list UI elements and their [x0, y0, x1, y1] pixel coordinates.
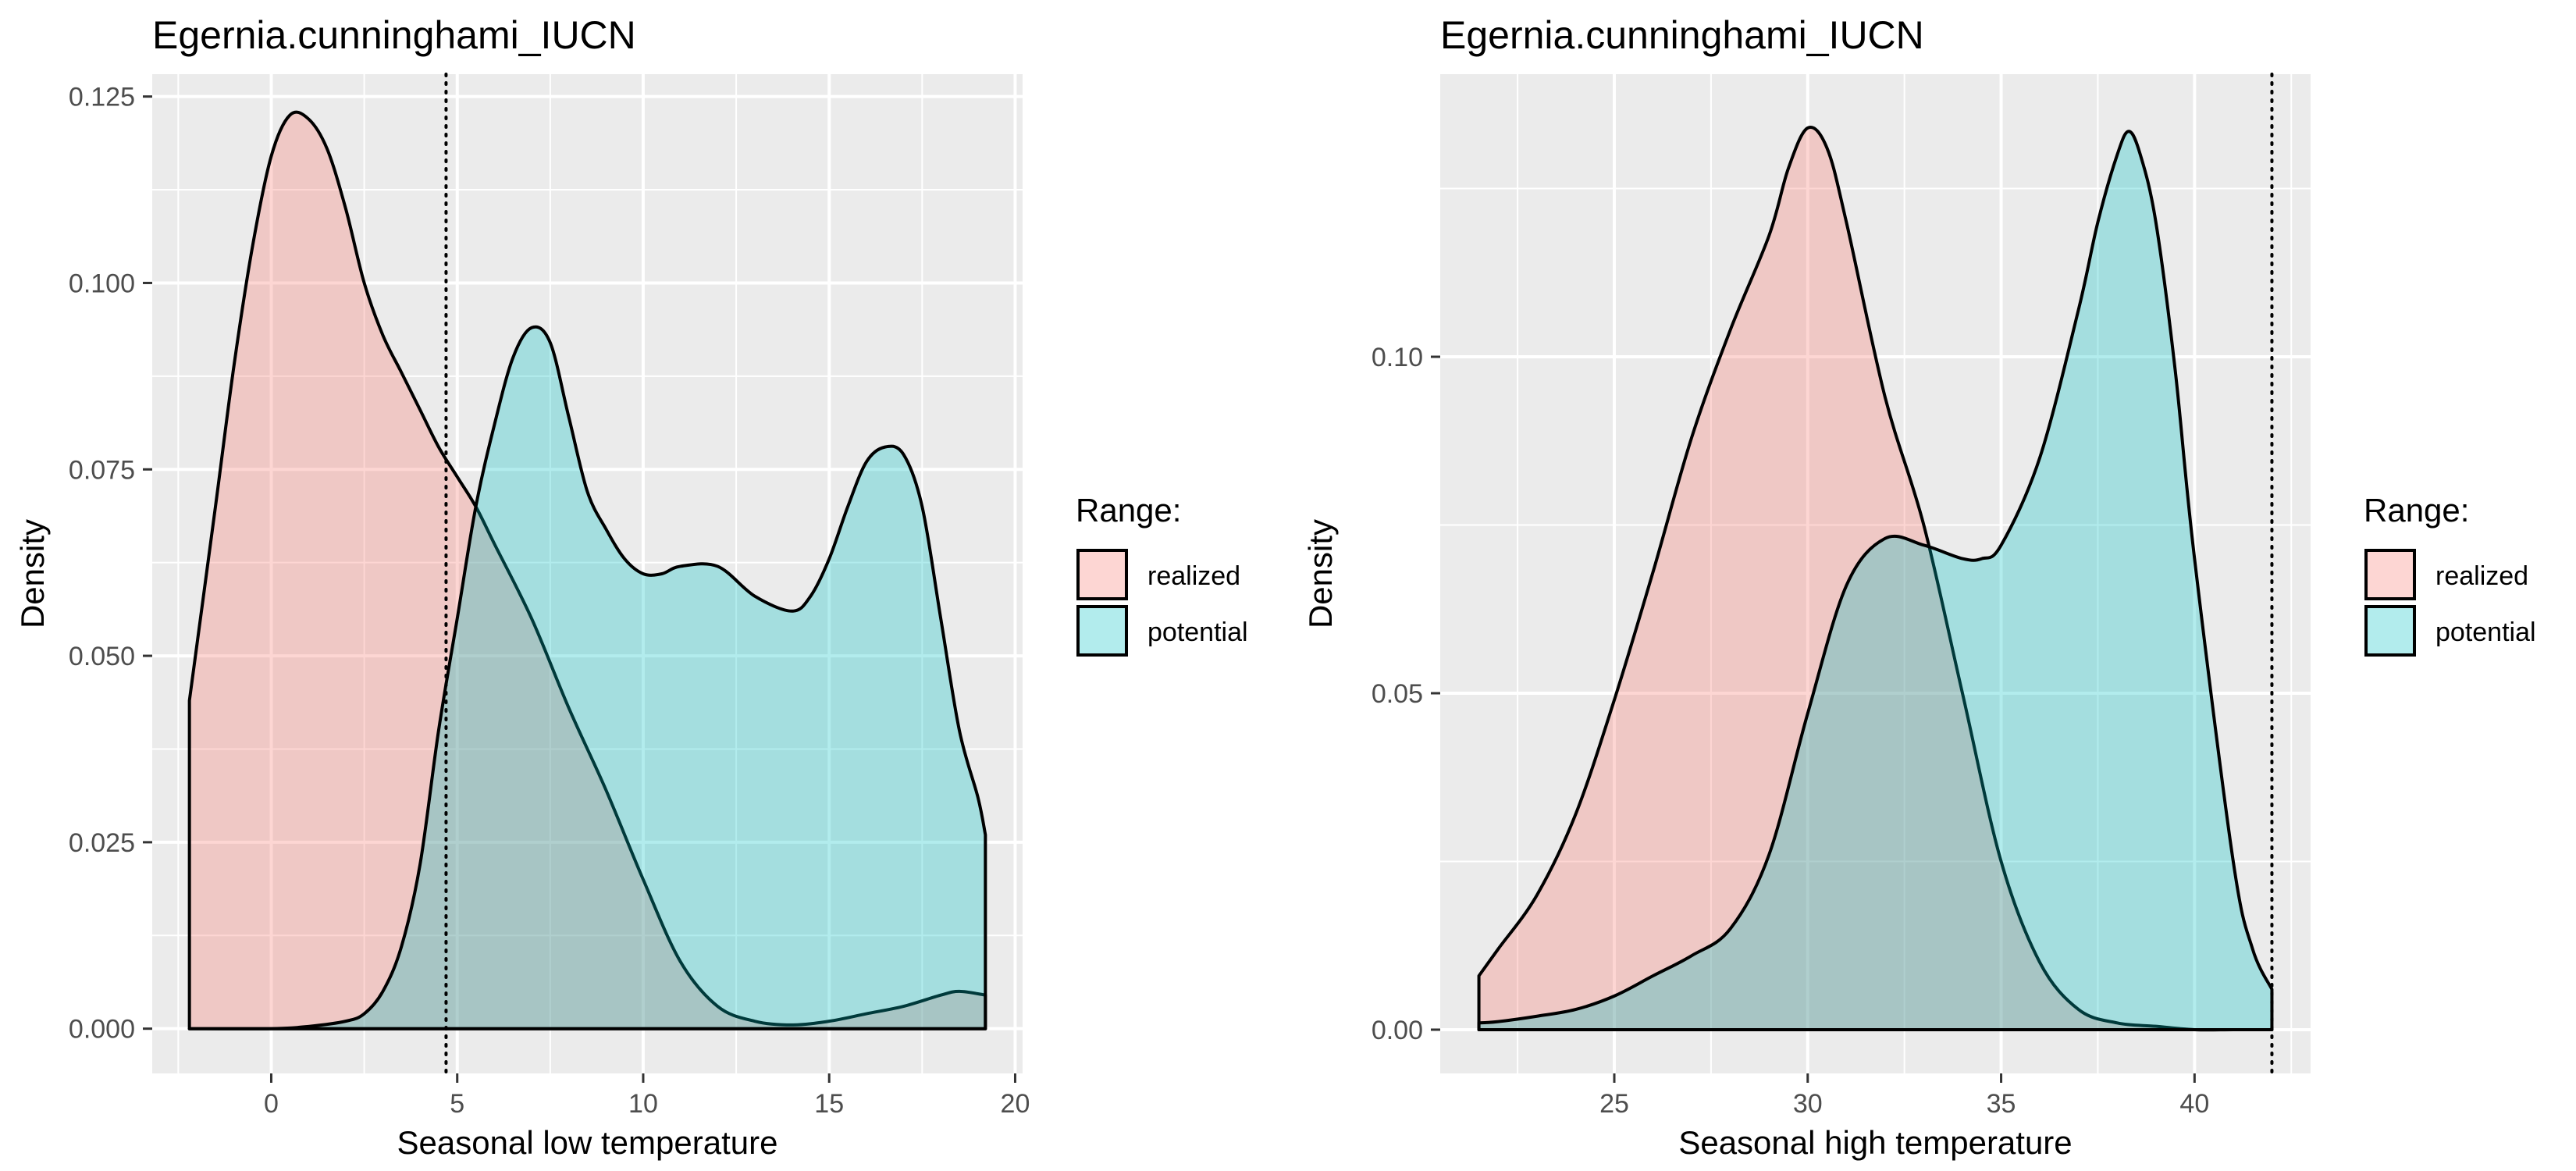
legend-title: Range: — [2364, 492, 2469, 529]
x-axis-title: Seasonal high temperature — [1678, 1124, 2072, 1161]
x-tick-label: 40 — [2179, 1089, 2209, 1119]
density-area-potential — [187, 325, 987, 1030]
y-tick-label: 0.100 — [69, 269, 135, 298]
x-axis-title: Seasonal low temperature — [397, 1124, 778, 1161]
legend-key-realized — [2364, 549, 2416, 600]
y-tick-label: 0.075 — [69, 455, 135, 485]
legend-label-realized: realized — [2435, 561, 2528, 591]
legend-key-realized — [1076, 549, 1128, 600]
legend-label-realized: realized — [1147, 561, 1240, 591]
legend-key-potential — [1076, 605, 1128, 657]
x-tick-label: 5 — [450, 1089, 464, 1119]
chart-svg: 25 30 35 40 0.00 0.05 0.10 Egernia.cunninghami_… — [1302, 13, 2536, 1161]
plot-panel — [152, 74, 1023, 1073]
y-tick-label: 0.000 — [69, 1015, 135, 1045]
y-tick-label: 0.05 — [1372, 679, 1423, 709]
legend-label-potential: potential — [1147, 618, 1248, 647]
y-tick-label: 0.00 — [1372, 1016, 1423, 1045]
y-axis-title: Density — [1302, 519, 1339, 628]
legend-title: Range: — [1076, 492, 1181, 529]
x-tick-label: 20 — [1001, 1089, 1030, 1119]
legend-key-bg — [2364, 548, 2417, 601]
legend-key-bg — [2364, 604, 2417, 657]
legend-key-bg — [1076, 548, 1129, 601]
x-tick-label: 35 — [1987, 1089, 2016, 1119]
legend-label-potential: potential — [2435, 618, 2536, 647]
x-tick-label: 25 — [1599, 1089, 1629, 1119]
y-axis-title: Density — [14, 519, 51, 628]
x-tick-label: 15 — [814, 1089, 844, 1119]
legend-key-potential — [2364, 605, 2416, 657]
density-area-potential — [1477, 130, 2274, 1031]
chart-svg: 0 5 10 15 20 0.000 0.025 0.050 0.075 0.100 0.125 Eg… — [14, 13, 1248, 1161]
chart-title: Egernia.cunninghami_IUCN — [152, 13, 636, 57]
legend-key-bg — [1076, 604, 1129, 657]
y-tick-label: 0.050 — [69, 642, 135, 671]
density-area-realized — [187, 110, 987, 1030]
x-tick-label: 10 — [628, 1089, 658, 1119]
y-tick-label: 0.025 — [69, 828, 135, 858]
x-tick-label: 0 — [264, 1089, 279, 1119]
y-tick-label: 0.10 — [1372, 343, 1423, 372]
density-area-realized — [1477, 126, 2274, 1032]
y-tick-label: 0.125 — [69, 83, 135, 112]
x-tick-label: 30 — [1793, 1089, 1823, 1119]
chart-title: Egernia.cunninghami_IUCN — [1440, 13, 1924, 57]
plot-panel — [1440, 74, 2311, 1073]
density-chart-high-temperature: 25 30 35 40 0.00 0.05 0.10 Egernia.cunninghami_… — [1288, 0, 2576, 1171]
density-chart-low-temperature: 0 5 10 15 20 0.000 0.025 0.050 0.075 0.100 0.125 Eg… — [14, 13, 1248, 1161]
